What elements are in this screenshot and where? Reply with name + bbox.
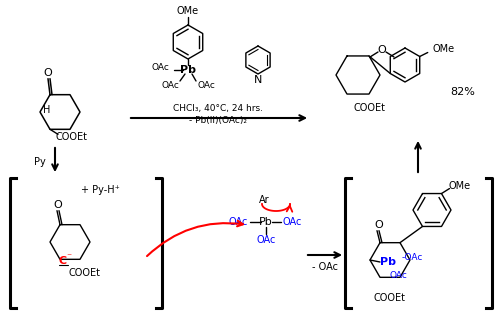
Text: COOEt: COOEt (69, 268, 101, 278)
Text: COOEt: COOEt (56, 132, 88, 142)
Text: OAc: OAc (282, 217, 302, 227)
Text: COOEt: COOEt (374, 293, 406, 303)
Text: OAc: OAc (389, 272, 407, 280)
Text: OMe: OMe (448, 181, 470, 190)
Text: - OAc: - OAc (312, 262, 338, 272)
Text: O: O (374, 220, 384, 230)
Text: OAc: OAc (256, 235, 276, 245)
Text: Pb: Pb (380, 257, 396, 267)
Text: Py: Py (34, 157, 46, 167)
Text: O: O (378, 45, 386, 55)
Text: OMe: OMe (177, 6, 199, 16)
Text: N: N (254, 75, 262, 85)
Text: Pb: Pb (180, 65, 196, 75)
Text: COOEt: COOEt (354, 103, 386, 113)
Text: + Py-H⁺: + Py-H⁺ (80, 185, 120, 195)
Text: OAc: OAc (197, 80, 215, 89)
Text: Pb: Pb (259, 217, 273, 227)
Text: O: O (44, 68, 52, 78)
Text: Ar: Ar (258, 195, 270, 205)
Text: OAc: OAc (161, 80, 179, 89)
Text: CHCl₃, 40°C, 24 hrs.: CHCl₃, 40°C, 24 hrs. (173, 103, 263, 113)
Text: - Pb(II)(OAc)₂: - Pb(II)(OAc)₂ (189, 115, 247, 125)
Text: 82%: 82% (450, 87, 475, 97)
Text: OMe: OMe (432, 45, 455, 54)
Text: C: C (59, 256, 67, 266)
Text: OAc: OAc (228, 217, 248, 227)
Text: ⁻: ⁻ (66, 252, 71, 262)
Text: H: H (44, 105, 51, 115)
Text: OAc: OAc (151, 63, 169, 72)
Text: O: O (54, 200, 62, 210)
Text: -OAc: -OAc (402, 253, 422, 262)
